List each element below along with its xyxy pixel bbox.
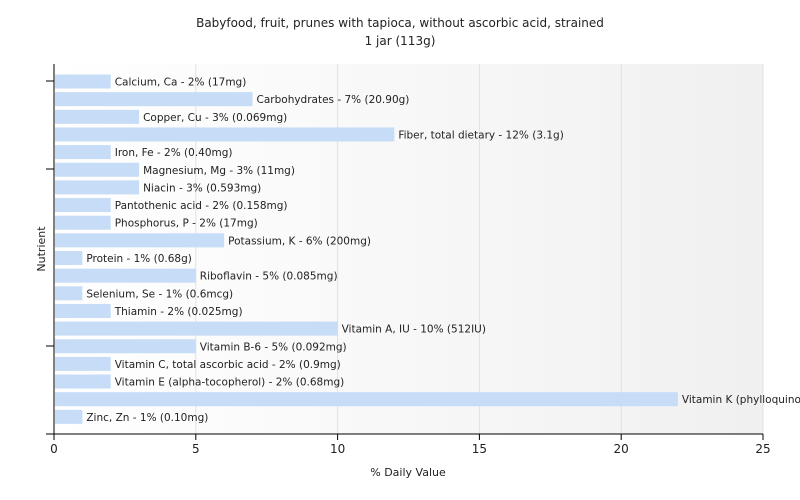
bar-label: Selenium, Se - 1% (0.6mcg): [86, 288, 233, 300]
bar: [55, 251, 83, 265]
bar: [55, 268, 196, 283]
bar: [55, 180, 140, 195]
bars-group: Calcium, Ca - 2% (17mg) Carbohydrates - 7…: [55, 74, 800, 424]
bar: [55, 198, 111, 213]
bar: [55, 374, 111, 389]
x-axis-title: % Daily Value: [370, 466, 446, 479]
grid-lines: [195, 64, 764, 434]
bar: [55, 303, 111, 318]
bar-label: Iron, Fe - 2% (0.40mg): [115, 147, 233, 159]
x-tick-label: 10: [330, 442, 345, 456]
bar: [55, 162, 140, 177]
bar-label: Magnesium, Mg - 3% (11mg): [143, 165, 295, 177]
x-tick-label: 25: [755, 442, 770, 456]
bar: [55, 109, 140, 124]
bar: [55, 286, 83, 301]
bar-label: Vitamin C, total ascorbic acid - 2% (0.9…: [115, 359, 341, 371]
bar: [55, 339, 196, 354]
chart-title: Babyfood, fruit, prunes with tapioca, wi…: [196, 16, 604, 30]
bar-label: Carbohydrates - 7% (20.90g): [257, 94, 410, 106]
bar: [55, 392, 678, 407]
plot-background: [54, 64, 763, 434]
y-axis-title: Nutrient: [35, 226, 48, 272]
bar: [55, 92, 253, 107]
bar: [55, 356, 111, 371]
x-tick-label: 15: [472, 442, 487, 456]
bar-label: Calcium, Ca - 2% (17mg): [115, 77, 247, 89]
bar: [55, 145, 111, 160]
bar: [55, 215, 111, 230]
bar-label: Protein - 1% (0.68g): [86, 253, 192, 265]
bar: [55, 321, 338, 336]
chart-subtitle: 1 jar (113g): [365, 34, 436, 48]
bar: [55, 233, 225, 248]
x-tick-label: 0: [50, 442, 58, 456]
x-tick-label: 20: [614, 442, 629, 456]
bar: [55, 127, 395, 142]
x-tick-label: 5: [192, 442, 200, 456]
bar-label: Phosphorus, P - 2% (17mg): [115, 218, 258, 230]
bar-label: Vitamin E (alpha-tocopherol) - 2% (0.68m…: [115, 377, 345, 389]
bar: [55, 74, 111, 89]
bar-label: Niacin - 3% (0.593mg): [143, 182, 261, 194]
bar-label: Vitamin B-6 - 5% (0.092mg): [200, 341, 347, 353]
bar-label: Vitamin A, IU - 10% (512IU): [342, 324, 486, 336]
bar: [55, 409, 83, 424]
axes-group: 0 5 10 15 20 25: [46, 64, 771, 456]
bar-label: Thiamin - 2% (0.025mg): [114, 306, 243, 318]
bar-label: Potassium, K - 6% (200mg): [228, 235, 371, 247]
bar-label: Copper, Cu - 3% (0.069mg): [143, 112, 287, 124]
bar-label: Riboflavin - 5% (0.085mg): [200, 271, 338, 283]
bar-label: Zinc, Zn - 1% (0.10mg): [86, 412, 208, 424]
bar-label: Fiber, total dietary - 12% (3.1g): [398, 129, 563, 141]
bar-label: Pantothenic acid - 2% (0.158mg): [115, 200, 288, 212]
bar-label: Vitamin K (phylloquinone) - 22% (17.6mcg…: [682, 394, 800, 406]
